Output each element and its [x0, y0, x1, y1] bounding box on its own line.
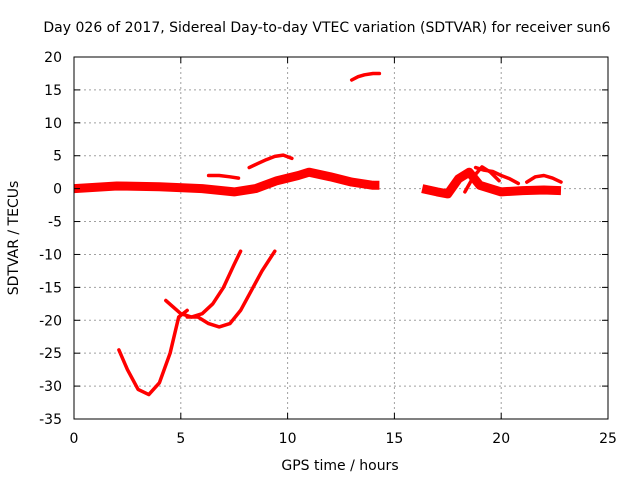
- y-tick-label: 0: [53, 182, 62, 198]
- y-axis-label: SDTVAR / TECUs: [6, 181, 22, 296]
- x-tick-label: 15: [385, 431, 403, 447]
- y-tick-label: 10: [44, 116, 62, 132]
- y-tick-label: -35: [39, 412, 62, 428]
- x-tick-label: 10: [279, 431, 297, 447]
- series-arc-19-bumps: [473, 165, 521, 186]
- axis-ticks: 0 5 10 15 20 25 -35 -30 -25 -20 -15 -10 -5 0 5 10 15 20: [39, 50, 617, 447]
- series-arc-right-rise: [185, 249, 277, 329]
- y-tick-label: -15: [39, 280, 62, 296]
- y-tick-label: 15: [44, 83, 62, 99]
- plot-frame: [73, 56, 609, 420]
- series-baseline-band-2: [421, 167, 562, 199]
- y-tick-label: 5: [53, 149, 62, 165]
- series-arc-15-17: [349, 71, 382, 82]
- series-arc-mid-rise: [247, 153, 294, 170]
- y-tick-label: -10: [39, 247, 62, 263]
- series-arc-21-22: [525, 173, 563, 184]
- y-tick-label: 20: [44, 50, 62, 66]
- x-axis-label: GPS time / hours: [281, 458, 398, 474]
- series-arc-flat-2: [206, 173, 241, 180]
- chart-title: Day 026 of 2017, Sidereal Day-to-day VTE…: [43, 20, 610, 36]
- series-arc-left-rise: [164, 249, 243, 319]
- x-tick-label: 25: [599, 431, 617, 447]
- series-baseline-band-1: [73, 167, 380, 197]
- grid-lines: [74, 57, 608, 419]
- data-series: [73, 71, 563, 397]
- x-tick-label: 0: [70, 431, 79, 447]
- x-tick-label: 5: [176, 431, 185, 447]
- y-tick-label: -30: [39, 379, 62, 395]
- y-tick-label: -5: [48, 215, 62, 231]
- series-arc-20-low: [463, 165, 501, 194]
- series-arc-deep-min: [117, 308, 189, 397]
- y-tick-label: -25: [39, 346, 62, 362]
- x-tick-label: 20: [492, 431, 510, 447]
- y-tick-label: -20: [39, 313, 62, 329]
